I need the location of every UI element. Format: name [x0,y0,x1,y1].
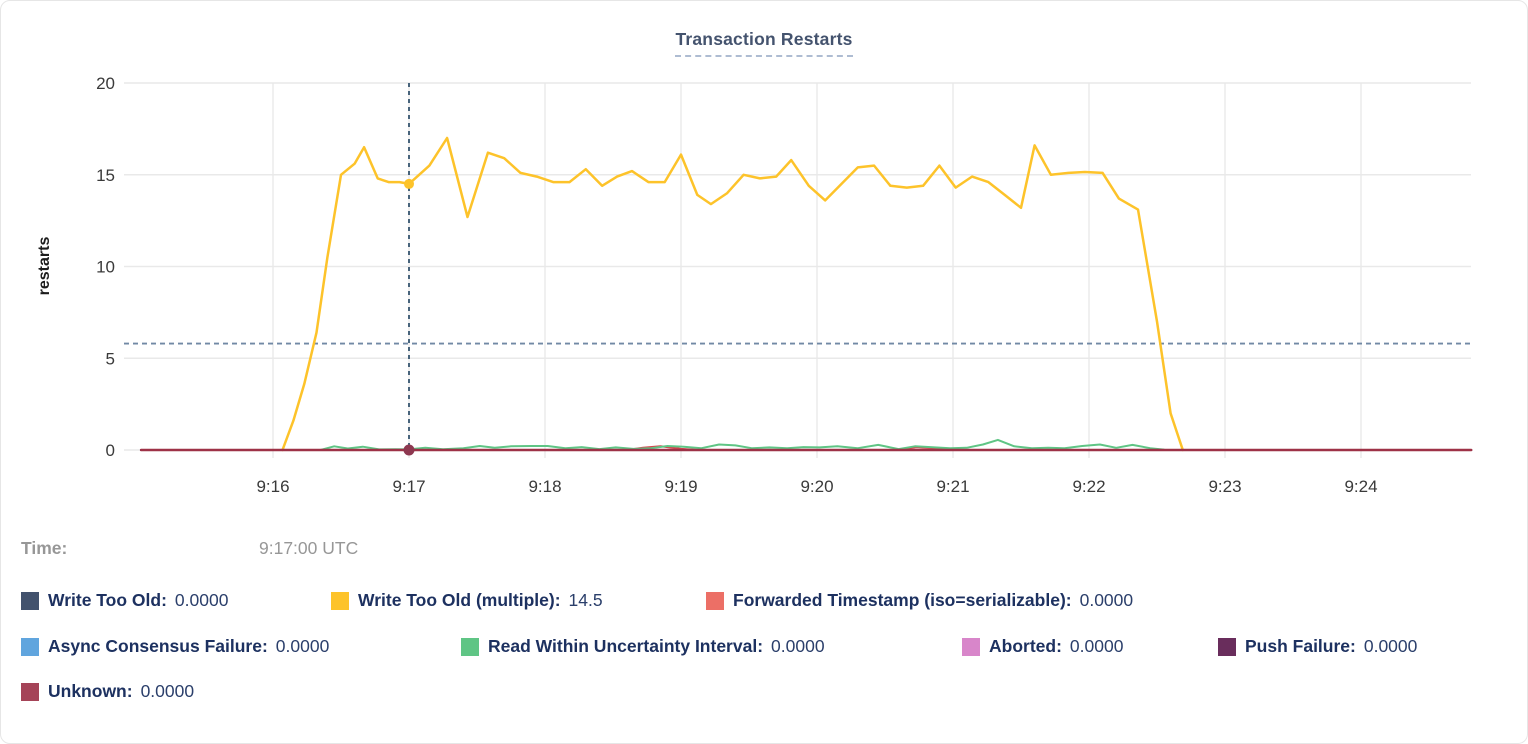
series-line-read-within-uncertainty-interval [319,438,1165,451]
x-tick-label: 9:18 [528,477,561,496]
legend-item-forwarded-timestamp-iso-serializable: Forwarded Timestamp (iso=serializable): … [706,590,1133,611]
legend-item-aborted: Aborted: 0.0000 [962,636,1123,657]
series-line-write-too-old-multiple [281,136,1185,452]
legend-row: Write Too Old: 0.0000 Write Too Old (mul… [1,590,1527,614]
legend-item-push-failure: Push Failure: 0.0000 [1218,636,1417,657]
hover-time-row: Time: 9:17:00 UTC [21,538,1507,560]
hover-time-value: 9:17:00 UTC [259,538,359,558]
x-tick-label: 9:22 [1072,477,1105,496]
legend-value: 0.0000 [275,636,330,656]
legend-label: Forwarded Timestamp (iso=serializable): [733,590,1072,610]
hover-dot-write-too-old-multiple [404,178,414,189]
x-tick-label: 9:23 [1208,477,1241,496]
legend-swatch [706,591,724,610]
x-tick-label: 9:16 [256,477,289,496]
legend-swatch [461,637,479,656]
legend-row: Unknown: 0.0000 [1,681,1527,705]
legend-swatch [331,591,349,610]
legend-label: Aborted: [989,636,1062,656]
legend-swatch [962,637,980,656]
x-tick-label: 9:19 [664,477,697,496]
legend-item-async-consensus-failure: Async Consensus Failure: 0.0000 [21,636,329,657]
x-tick-label: 9:24 [1344,477,1377,496]
hover-dot-unknown [403,444,415,456]
x-tick-label: 9:20 [800,477,833,496]
legend-row: Async Consensus Failure: 0.0000 Read Wit… [1,636,1527,660]
legend-swatch [21,591,39,610]
legend-swatch [21,682,39,701]
legend-item-unknown: Unknown: 0.0000 [21,681,194,702]
y-tick-label: 0 [106,441,115,460]
y-tick-label: 5 [106,349,115,368]
chart-title[interactable]: Transaction Restarts [1,29,1527,57]
legend-label: Push Failure: [1245,636,1356,656]
y-tick-label: 10 [96,258,115,277]
legend-value: 0.0000 [1069,636,1124,656]
legend-swatch [21,637,39,656]
x-tick-label: 9:21 [936,477,969,496]
legend-value: 0.0000 [771,636,825,656]
x-tick-label: 9:17 [392,477,425,496]
legend-label: Async Consensus Failure: [48,636,268,656]
legend-value: 0.0000 [1079,590,1134,610]
hover-time-label: Time: [21,538,68,558]
legend-item-write-too-old-multiple: Write Too Old (multiple): 14.5 [331,590,603,611]
legend-swatch [1218,637,1236,656]
legend-value: 0.0000 [174,590,229,610]
legend-label: Write Too Old (multiple): [358,590,561,610]
y-tick-label: 20 [96,74,115,93]
legend-value: 0.0000 [1363,636,1418,656]
y-tick-label: 15 [96,166,115,185]
legend-label: Write Too Old: [48,590,167,610]
legend-label: Read Within Uncertainty Interval: [488,636,764,656]
legend-item-read-within-uncertainty-interval: Read Within Uncertainty Interval: 0.0000 [461,636,825,657]
legend-value: 14.5 [568,590,603,610]
chart-title-text[interactable]: Transaction Restarts [675,29,853,57]
legend-label: Unknown: [48,681,133,701]
legend-value: 0.0000 [140,681,195,701]
legend-item-write-too-old: Write Too Old: 0.0000 [21,590,228,611]
transaction-restarts-chart[interactable]: 0 5 10 15 20 9:16 9:17 9:18 9:19 9:20 9:21 9:22 9:23… [1,1,1528,521]
